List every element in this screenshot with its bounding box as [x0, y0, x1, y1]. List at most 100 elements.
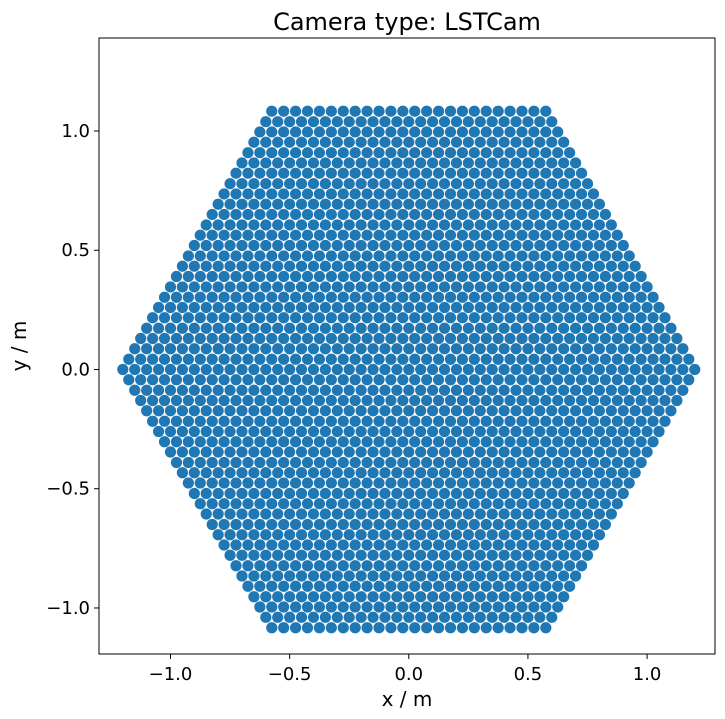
pixel-point [236, 301, 248, 314]
y-tick-label: 0.0 [61, 359, 90, 380]
pixel-point [367, 591, 379, 603]
pixel-point [212, 446, 224, 458]
pixel-point [432, 374, 445, 386]
pixel-point [236, 322, 248, 334]
pixel-point [415, 591, 427, 603]
pixel-point [295, 508, 308, 520]
pixel-point [164, 343, 177, 355]
pixel-point [397, 394, 409, 407]
pixel-point [552, 477, 564, 489]
pixel-point [147, 415, 159, 427]
pixel-point [272, 219, 284, 231]
pixel-point [462, 570, 474, 582]
pixel-point [593, 446, 606, 458]
pixel-point [504, 622, 516, 634]
pixel-point [415, 219, 427, 231]
pixel-point [403, 425, 415, 438]
pixel-point [486, 178, 498, 190]
pixel-point [474, 508, 486, 520]
pixel-point [665, 322, 677, 334]
pixel-point [421, 353, 433, 365]
pixel-point [385, 147, 397, 159]
pixel-point [611, 498, 623, 510]
pixel-point [462, 343, 474, 355]
pixel-point [552, 188, 564, 200]
pixel-point [575, 270, 588, 283]
pixel-point [284, 549, 296, 561]
pixel-point [361, 270, 373, 283]
pixel-point [301, 601, 314, 613]
pixel-point [474, 116, 486, 128]
pixel-point [474, 322, 486, 334]
pixel-point [301, 208, 314, 221]
pixel-point [558, 446, 570, 458]
pixel-point [432, 560, 445, 572]
pixel-point [480, 291, 492, 303]
pixel-point [182, 415, 194, 427]
pixel-point [230, 456, 242, 469]
pixel-point [569, 467, 582, 479]
pixel-point [528, 105, 540, 117]
pixel-point [385, 374, 397, 386]
pixel-point [510, 363, 522, 376]
pixel-point [498, 611, 510, 623]
pixel-point [355, 157, 367, 169]
pixel-point [474, 198, 486, 210]
pixel-point [367, 157, 379, 169]
pixel-point [456, 332, 469, 345]
pixel-point [444, 601, 457, 613]
pixel-point [450, 343, 463, 355]
pixel-point [569, 508, 582, 520]
pixel-point [224, 219, 236, 231]
pixel-point [486, 136, 498, 148]
pixel-point [289, 353, 302, 365]
pixel-point [367, 260, 379, 272]
pixel-point [409, 250, 421, 262]
pixel-point [641, 446, 653, 458]
pixel-point [415, 611, 427, 623]
pixel-point [421, 518, 433, 531]
pixel-point [492, 188, 504, 200]
pixel-point [337, 518, 349, 531]
pixel-point [176, 446, 189, 458]
pixel-point [242, 415, 254, 427]
pixel-point [546, 591, 558, 603]
pixel-point [415, 281, 427, 293]
pixel-point [611, 415, 623, 427]
pixel-point [480, 105, 492, 117]
pixel-point [403, 467, 415, 479]
pixel-point [301, 147, 314, 159]
pixel-point [158, 394, 171, 407]
pixel-point [569, 157, 582, 169]
pixel-point [575, 477, 588, 489]
pixel-point [593, 467, 606, 479]
pixel-point [278, 394, 290, 407]
pixel-point [432, 105, 445, 117]
pixel-point [665, 405, 677, 417]
pixel-point [480, 415, 492, 427]
pixel-point [444, 229, 457, 241]
pixel-point [569, 260, 582, 272]
pixel-point [242, 477, 254, 489]
plot-area [117, 105, 701, 634]
pixel-point [361, 498, 373, 510]
x-tick-label: −0.5 [268, 664, 312, 685]
pixel-point [641, 384, 653, 396]
pixel-point [367, 322, 379, 334]
pixel-point [504, 601, 516, 613]
pixel-point [552, 436, 564, 448]
pixel-point [558, 508, 570, 520]
pixel-point [587, 291, 600, 303]
pixel-point [176, 281, 189, 293]
pixel-point [355, 116, 367, 128]
pixel-point [569, 301, 582, 314]
pixel-point [236, 157, 248, 169]
pixel-point [319, 467, 331, 479]
pixel-point [540, 353, 552, 365]
pixel-point [528, 291, 540, 303]
pixel-point [224, 239, 236, 252]
pixel-point [355, 178, 367, 190]
pixel-point [236, 529, 248, 541]
pixel-point [218, 208, 230, 221]
pixel-point [421, 415, 433, 427]
